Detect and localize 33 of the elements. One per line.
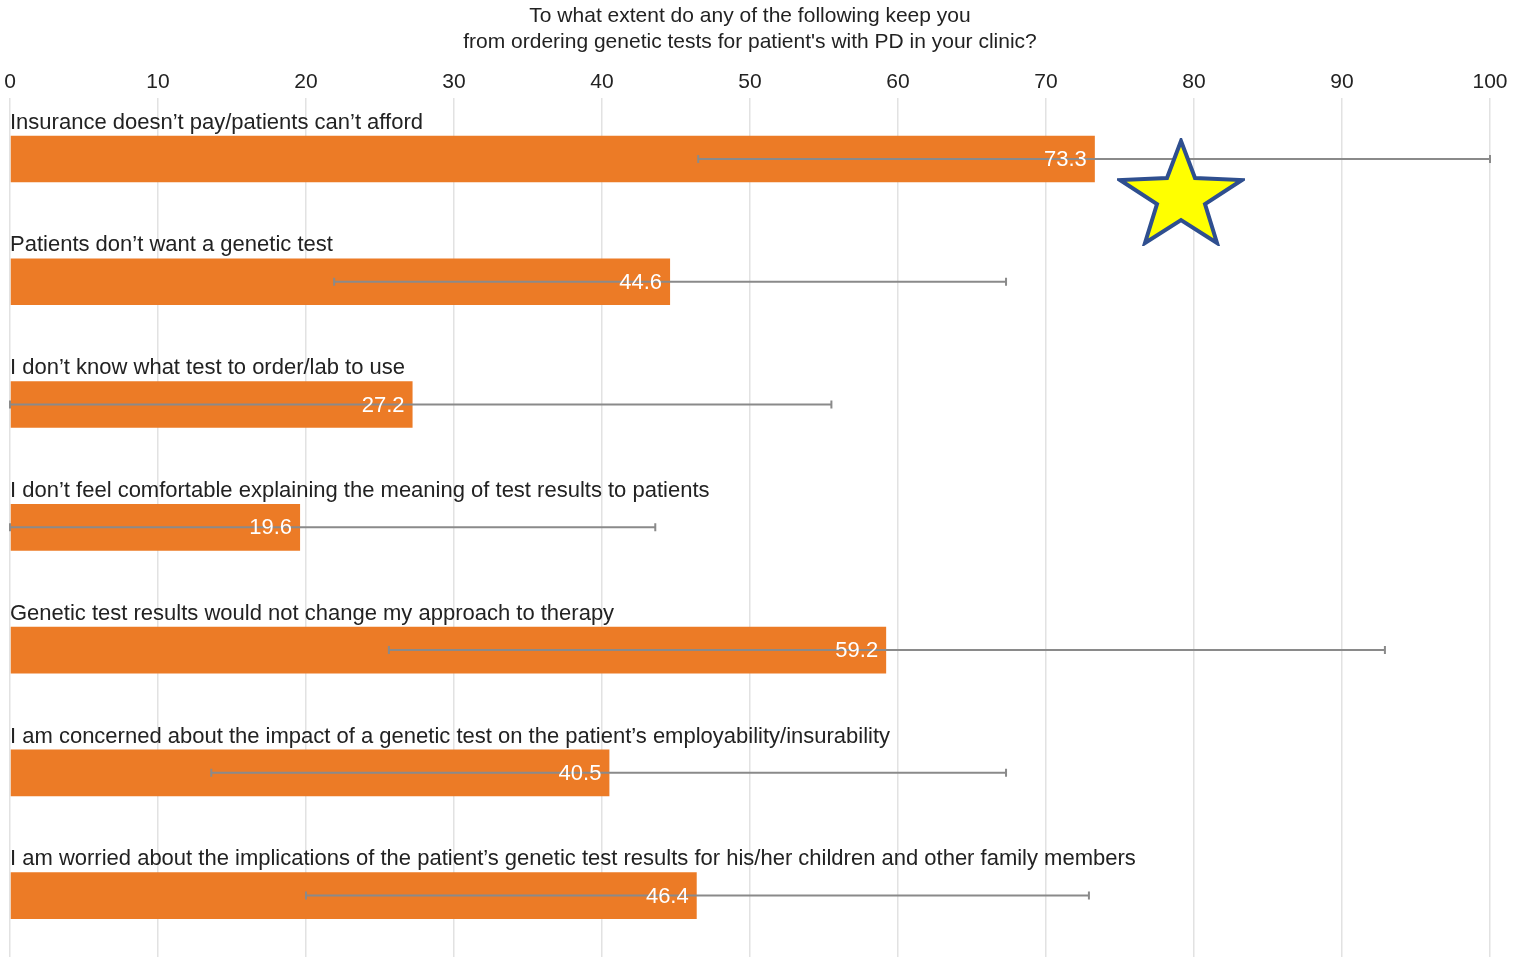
x-tick-label: 30 [442, 68, 466, 92]
data-label: 73.3 [1044, 146, 1087, 172]
data-label: 27.2 [361, 391, 405, 417]
y-tick-label: I don’t know what test to order/lab to use [10, 354, 406, 380]
x-tick-label: 0 [4, 68, 16, 92]
bar [10, 749, 610, 797]
chart-title: To what extent do any of the following keep you from ordering genetic tests for patient's with PD in your clinic? [463, 3, 1037, 52]
y-tick-label: Patients don’t want a genetic test [10, 231, 333, 257]
bar [10, 872, 697, 919]
bar [10, 503, 301, 551]
bar [10, 381, 413, 428]
x-tick-label: 20 [294, 68, 318, 92]
x-tick-label: 10 [146, 68, 170, 92]
x-tick-label: 40 [590, 68, 614, 92]
y-tick-label: I am worried about the implications of the patient’s genetic test results for his/her children and other family members [10, 845, 1136, 871]
x-tick-label: 60 [886, 68, 910, 92]
x-tick-label: 50 [738, 68, 762, 92]
y-tick-label: Insurance doesn’t pay/patients can’t afford [10, 108, 423, 134]
data-label: 44.6 [619, 268, 663, 294]
data-label: 19.6 [249, 514, 293, 540]
x-tick-label: 90 [1330, 68, 1354, 92]
bar [10, 626, 887, 674]
data-label: 46.4 [645, 882, 689, 908]
bar [10, 258, 671, 306]
data-label: 40.5 [558, 759, 602, 785]
data-label: 59.2 [835, 637, 879, 663]
x-tick-label: 100 [1472, 68, 1508, 92]
x-tick-label: 80 [1182, 68, 1206, 92]
bar [10, 135, 1095, 183]
x-tick-label: 70 [1034, 68, 1058, 92]
y-tick-label: I am concerned about the impact of a genetic test on the patient’s employability/insurability [10, 722, 891, 748]
y-tick-label: I don’t feel comfortable explaining the meaning of test results to patients [10, 477, 710, 503]
y-tick-label: Genetic test results would not change my approach to therapy [10, 599, 615, 625]
